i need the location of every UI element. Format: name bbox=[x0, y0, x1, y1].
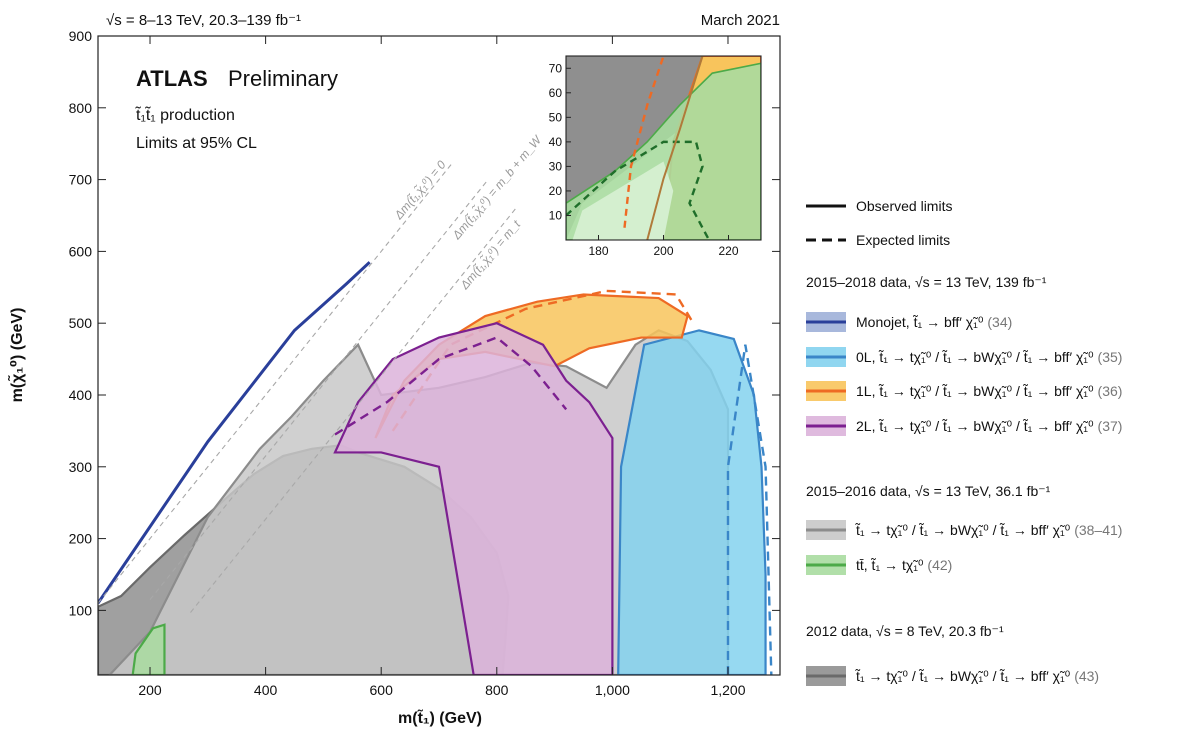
y-tick-label: 600 bbox=[69, 243, 93, 259]
x-tick-label: 400 bbox=[254, 682, 278, 698]
legend-item-label-3: 2L, t̃₁ → tχ̃₁⁰ / t̃₁ → bWχ̃₁⁰ / t̃₁ → b… bbox=[856, 418, 1122, 434]
x-tick-label: 1,000 bbox=[595, 682, 630, 698]
inset-y-tick-label: 20 bbox=[549, 184, 563, 198]
inset-expected-1l bbox=[623, 56, 665, 228]
process-label: t̃₁t̃₁ production bbox=[134, 105, 234, 124]
x-tick-label: 800 bbox=[485, 682, 509, 698]
legend-item-label-2: 1L, t̃₁ → tχ̃₁⁰ / t̃₁ → bWχ̃₁⁰ / t̃₁ → b… bbox=[856, 383, 1122, 399]
legend-item-ref-6: (43) bbox=[1074, 668, 1099, 684]
x-tick-label: 200 bbox=[138, 682, 162, 698]
y-tick-label: 500 bbox=[69, 315, 93, 331]
series-0l-expected bbox=[726, 344, 773, 675]
inset-x-tick-label: 220 bbox=[718, 244, 738, 258]
header-date: March 2021 bbox=[701, 12, 780, 29]
series-layer bbox=[98, 261, 773, 675]
legend-item-ref-1: (35) bbox=[1098, 349, 1123, 365]
inset-y-tick-label: 60 bbox=[549, 86, 563, 100]
atlas-label: ATLAS bbox=[136, 66, 208, 91]
legend-expected: Expected limits bbox=[856, 232, 950, 248]
y-tick-label: 300 bbox=[69, 459, 93, 475]
y-tick-label: 800 bbox=[69, 100, 93, 116]
legend-group-2012: 2012 data, √s = 8 TeV, 20.3 fb⁻¹ bbox=[806, 623, 1004, 639]
legend: Observed limits Expected limits 2015–201… bbox=[806, 198, 1122, 686]
axis-ticks: 200 400 600 800 1,000 1,200 100 200 300 400 500 600… bbox=[69, 28, 780, 698]
y-tick-label: 200 bbox=[69, 531, 93, 547]
inset-expected-tt bbox=[566, 140, 711, 240]
plot-frame bbox=[97, 35, 781, 676]
legend-item-ref-5: (42) bbox=[927, 557, 952, 573]
series-2l-expected bbox=[334, 336, 568, 436]
legend-group-2015-2018: 2015–2018 data, √s = 13 TeV, 139 fb⁻¹ bbox=[806, 274, 1047, 290]
x-tick-label: 600 bbox=[370, 682, 394, 698]
diagonal-dmt bbox=[190, 206, 518, 613]
x-tick-label: 1,200 bbox=[710, 682, 745, 698]
inset-series-2012 bbox=[566, 56, 761, 240]
inset-x-tick-label: 200 bbox=[653, 244, 673, 258]
inset-observed-boundary bbox=[646, 56, 704, 240]
y-tick-label: 100 bbox=[69, 602, 93, 618]
y-tick-label: 700 bbox=[69, 172, 93, 188]
legend-group-2015-2016: 2015–2016 data, √s = 13 TeV, 36.1 fb⁻¹ bbox=[806, 483, 1051, 499]
inset-series-tt-inner bbox=[572, 161, 674, 240]
legend-item-label-6: t̃₁ → tχ̃₁⁰ / t̃₁ → bWχ̃₁⁰ / t̃₁ → bff′ … bbox=[855, 668, 1100, 684]
series-tt-observed bbox=[131, 623, 166, 675]
y-tick-label: 400 bbox=[69, 387, 93, 403]
header-energy: √s = 8–13 TeV, 20.3–139 fb⁻¹ bbox=[106, 12, 301, 29]
cl-label: Limits at 95% CL bbox=[136, 135, 257, 152]
inset-y-tick-label: 50 bbox=[549, 110, 563, 124]
legend-observed: Observed limits bbox=[856, 198, 952, 214]
diagonal-lines bbox=[98, 161, 518, 613]
series-0l-observed bbox=[617, 329, 767, 675]
inset-y-tick-label: 30 bbox=[549, 159, 563, 173]
legend-item-label-4: t̃₁ → tχ̃₁⁰ / t̃₁ → bWχ̃₁⁰ / t̃₁ → bff′ … bbox=[855, 522, 1123, 538]
series-1l-expected bbox=[391, 289, 695, 432]
legend-item-label-5: tt̄, t̃₁ → tχ̃₁⁰ (42) bbox=[856, 557, 952, 573]
legend-item-ref-2: (36) bbox=[1098, 383, 1123, 399]
inset-x-tick-label: 180 bbox=[588, 244, 608, 258]
legend-item-ref-3: (37) bbox=[1098, 418, 1123, 434]
inset-y-tick-label: 70 bbox=[549, 61, 563, 75]
y-axis-title: m(χ̃₁⁰) (GeV) bbox=[6, 308, 26, 403]
legend-item-ref-4: (38–41) bbox=[1074, 522, 1122, 538]
y-tick-label: 900 bbox=[69, 28, 93, 44]
inset-y-tick-label: 40 bbox=[549, 135, 563, 149]
series-2l-observed bbox=[333, 322, 614, 675]
legend-item-ref-0: (34) bbox=[987, 314, 1012, 330]
inset-plot: 180 200 220 10 20 30 40 50 60 70 bbox=[549, 55, 762, 258]
series-monojet-observed bbox=[98, 261, 371, 605]
x-axis-title: m(t̃₁) (GeV) bbox=[398, 708, 482, 727]
atlas-status: Preliminary bbox=[228, 66, 338, 91]
legend-item-label-0: Monojet, t̃₁ → bff′ χ̃₁⁰ (34) bbox=[856, 314, 1012, 330]
inset-y-tick-label: 10 bbox=[549, 208, 563, 222]
diagonal-dm0 bbox=[98, 161, 454, 604]
legend-item-label-1: 0L, t̃₁ → tχ̃₁⁰ / t̃₁ → bWχ̃₁⁰ / t̃₁ → b… bbox=[856, 349, 1122, 365]
